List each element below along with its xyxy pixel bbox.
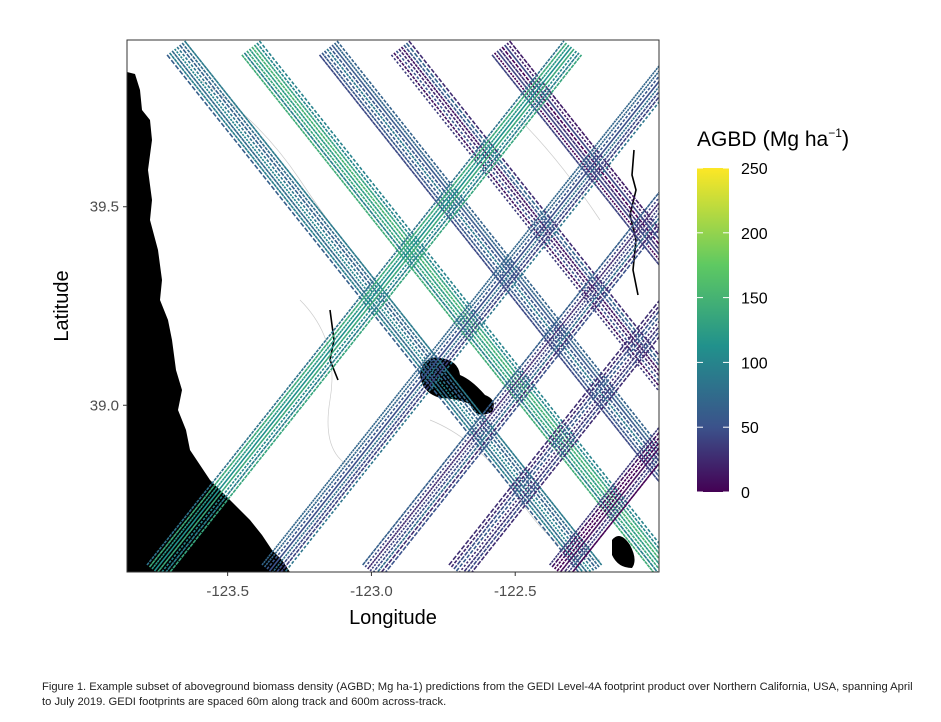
- gedi-footprint-track: [164, 52, 580, 572]
- river-channel: [629, 149, 639, 296]
- gedi-footprint-track: [400, 46, 659, 372]
- y-tick-label: 39.5: [90, 199, 119, 216]
- gedi-footprint-track: [551, 431, 659, 568]
- gedi-footprint-track: [333, 42, 659, 453]
- gedi-footprint-track: [470, 335, 659, 572]
- y-axis-ticks: 39.0 39.5: [90, 199, 127, 414]
- gedi-footprint-track: [559, 446, 659, 572]
- gedi-footprint-track: [403, 44, 659, 367]
- gedi-footprint-track: [148, 42, 568, 568]
- gedi-footprint-track: [556, 441, 659, 572]
- gedi-footprint-track: [376, 217, 659, 572]
- legend-tick-label: 100: [741, 355, 768, 372]
- gedi-footprint-track: [241, 54, 655, 572]
- gedi-footprint-track: [256, 42, 659, 550]
- gedi-footprint-track: [501, 46, 659, 246]
- gedi-footprint-track: [275, 90, 659, 572]
- legend-ticks: 0 50 100 150 200 250: [697, 161, 768, 502]
- gedi-footprint-track: [248, 48, 659, 566]
- gedi-footprint-track: [151, 44, 570, 570]
- gedi-footprint-track: [266, 75, 659, 570]
- gedi-footprint-track: [271, 85, 659, 572]
- gedi-footprint-track: [448, 299, 659, 566]
- gedi-footprint-track: [508, 40, 659, 231]
- gedi-footprint-track: [408, 40, 659, 357]
- gedi-footprint-track: [263, 69, 659, 568]
- legend: AGBD (Mg ha−1) 0 50 100 150 200 250: [697, 126, 849, 502]
- ocean-land-mask: [127, 72, 290, 572]
- gedi-footprint-track: [336, 40, 659, 447]
- legend-tick-label: 150: [741, 291, 768, 308]
- gedi-footprint-track: [268, 80, 659, 572]
- x-tick-label: -123.0: [350, 583, 393, 600]
- gedi-footprint-track: [571, 462, 659, 572]
- legend-title: AGBD (Mg ha−1): [697, 126, 849, 151]
- gedi-footprint-track: [326, 48, 659, 468]
- gedi-footprint-track: [503, 44, 659, 241]
- legend-tick-label: 50: [741, 420, 759, 437]
- gedi-footprint-track: [153, 46, 573, 572]
- gedi-footprint-track: [453, 310, 659, 570]
- gedi-footprint-track: [243, 52, 659, 572]
- gedi-footprint-track: [253, 44, 659, 555]
- river-channel-2: [329, 309, 339, 381]
- gedi-footprint-track: [323, 50, 659, 473]
- lake-small: [612, 536, 635, 568]
- y-axis-title: Latitude: [51, 270, 73, 341]
- figure-caption: Figure 1. Example subset of aboveground …: [42, 681, 913, 708]
- gedi-footprint-track: [251, 46, 659, 560]
- gedi-footprint-track: [174, 48, 592, 572]
- gedi-footprint-track: [318, 54, 659, 483]
- gedi-footprint-track: [160, 50, 578, 572]
- gedi-footprint-track: [567, 457, 659, 572]
- gedi-footprint-track: [246, 50, 659, 571]
- gedi-tracks: [146, 40, 659, 572]
- plot-border: [126, 39, 660, 573]
- gedi-footprint-track: [176, 46, 595, 572]
- legend-tick-label: 200: [741, 226, 768, 243]
- legend-colorbar: [697, 168, 729, 492]
- y-tick-label: 39.0: [90, 397, 119, 414]
- gedi-footprint-track: [491, 54, 659, 266]
- legend-tick-label: 250: [741, 161, 768, 178]
- gedi-footprint-track: [372, 211, 659, 572]
- gedi-footprint-track: [466, 330, 659, 572]
- lake-large: [420, 357, 494, 415]
- gedi-footprint-track: [395, 50, 659, 383]
- gedi-footprint-track: [261, 64, 659, 566]
- gedi-footprint-track: [284, 100, 659, 572]
- gedi-footprint-track: [398, 48, 659, 378]
- gedi-footprint-track: [367, 201, 659, 570]
- gedi-footprint-track: [321, 52, 659, 478]
- gedi-footprint-track: [496, 50, 659, 256]
- gedi-footprint-track: [369, 206, 659, 572]
- gedi-footprint-track: [498, 48, 659, 251]
- gedi-footprint-track: [458, 320, 659, 572]
- gedi-footprint-track: [184, 40, 603, 566]
- gedi-footprint-track: [462, 325, 659, 572]
- gedi-footprint-track: [328, 46, 659, 463]
- gedi-footprint-track: [405, 42, 659, 362]
- gedi-footprint-track: [380, 222, 659, 572]
- x-axis-title: Longitude: [349, 607, 437, 629]
- gedi-footprint-track: [331, 44, 659, 458]
- legend-tick-label: 0: [741, 485, 750, 502]
- gedi-footprint-track: [362, 191, 659, 566]
- gedi-footprint-track: [146, 40, 565, 566]
- gedi-footprint-track: [258, 40, 659, 545]
- gedi-footprint-track: [384, 227, 659, 572]
- x-tick-label: -123.5: [206, 583, 249, 600]
- x-axis-ticks: -123.5 -123.0 -122.5: [206, 572, 536, 600]
- map-layer: [127, 40, 659, 572]
- gedi-footprint-track: [156, 48, 575, 572]
- x-tick-label: -122.5: [494, 583, 537, 600]
- gedi-footprint-track: [166, 54, 580, 572]
- gedi-footprint-track: [279, 95, 659, 572]
- gedi-footprint-track: [169, 54, 583, 572]
